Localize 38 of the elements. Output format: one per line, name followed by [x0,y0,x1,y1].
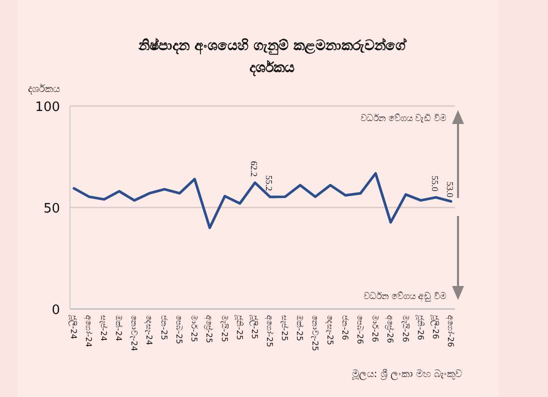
x-tick-label: ඔක්-24 [114,315,124,342]
x-tick-label: ඔක්-25 [295,315,306,342]
y-tick-label: 0 [52,303,60,318]
y-tick-label: 50 [43,202,60,216]
x-tick-label: පෙබ-25 [174,315,184,344]
y-axis-title: දර්ශකය [28,83,60,95]
x-tick-label: සැප්-24 [99,315,110,342]
x-tick-label: අගෝ-24 [83,315,94,348]
x-tick-label: දෙසැ-24 [144,315,154,346]
x-tick-label: ජූනි-25 [234,314,244,340]
x-tick-label: අප්‍රේ-25 [204,315,215,344]
x-tick-label: ජූලි-26 [430,314,440,340]
x-tick-label: මැයි-25 [220,315,229,342]
x-tick-label: නොවැ-25 [310,315,320,352]
x-tick-label: මාර්-25 [190,315,200,342]
x-tick-label: අගෝ-25 [264,315,276,348]
data-label: 62.2 [248,160,259,177]
x-tick-label: ජූලි-25 [248,314,259,340]
x-tick-label: නොවැ-24 [129,315,138,352]
x-tick-label: ජන-25 [159,315,168,340]
x-tick-label: පෙබ-26 [356,315,365,344]
data-label: 55.2 [264,175,274,191]
x-tick-label: ජන-26 [340,315,350,340]
x-tick-label: ජූලි-24 [68,314,78,340]
x-tick-label: මැයි-26 [400,315,410,342]
x-tick-label: සැප්-25 [280,315,290,342]
y-tick-label: 100 [35,100,60,115]
x-tick-label: ජූනි-26 [416,314,425,340]
x-tick-label: දෙසැ-25 [325,315,334,346]
x-tick-label: අගෝ-26 [445,315,456,348]
chart-title: නිෂ්පාදන අංශයෙහි ගැනුම් කළමනාකරුවන්ගේ දර්ශකය [138,37,408,77]
x-tick-label: මාර්-26 [370,315,381,342]
data-label: 53.0 [445,182,455,198]
annotation: වර්ධන වේගය අඩු වීම [363,291,447,302]
x-tick-label: අප්‍රේ-26 [384,315,396,344]
data-label: 55.0 [430,176,440,192]
annotation: වර්ධන වේගය වැඩි වීම [360,113,447,124]
text: මූලය: ශ්‍රී ලංකා මහ බැංකුව [350,369,462,380]
